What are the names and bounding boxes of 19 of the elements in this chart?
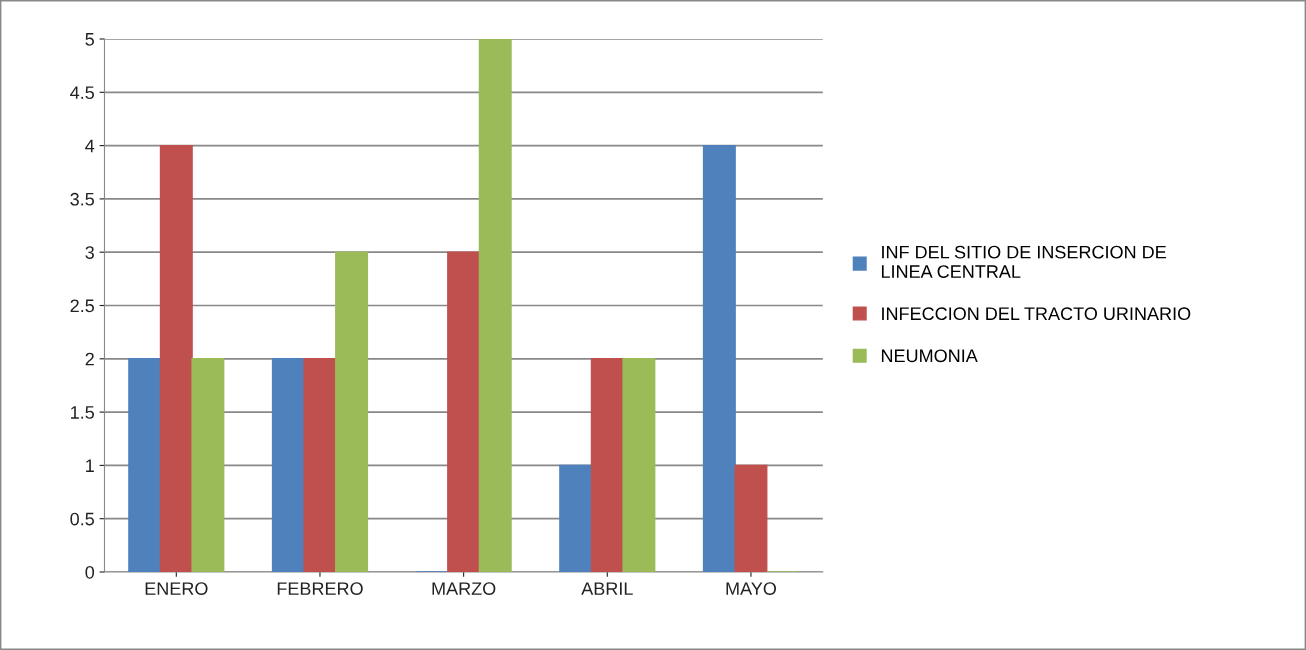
- y-tick-label: 3: [85, 246, 94, 259]
- y-tick-label: 1.5: [71, 406, 94, 419]
- x-tick-label: ABRIL: [581, 582, 633, 595]
- x-tick-label: ENERO: [145, 582, 208, 595]
- legend-label: INFECCION DEL TRACTO URINARIO: [882, 307, 1191, 321]
- y-tick-label: 5: [85, 33, 94, 46]
- x-tick-label: MARZO: [432, 582, 496, 595]
- y-tick-label: 4.5: [70, 86, 94, 100]
- legend-label: NEUMONIA: [881, 349, 978, 363]
- x-tick-label: MAYO: [726, 582, 777, 595]
- y-tick-label: 2.5: [70, 299, 94, 313]
- y-tick-label: 0: [85, 565, 95, 579]
- y-tick-label: 2: [85, 352, 94, 366]
- y-tick-label: 1: [86, 459, 94, 472]
- y-tick-label: 4: [85, 139, 95, 153]
- legend-label: INF DEL SITIO DE INSERCION DE LINEA CENTRAL: [881, 245, 1166, 278]
- x-tick-label: FEBRERO: [277, 582, 363, 595]
- y-tick-label: 3.5: [70, 192, 94, 206]
- y-tick-label: 0.5: [70, 512, 94, 526]
